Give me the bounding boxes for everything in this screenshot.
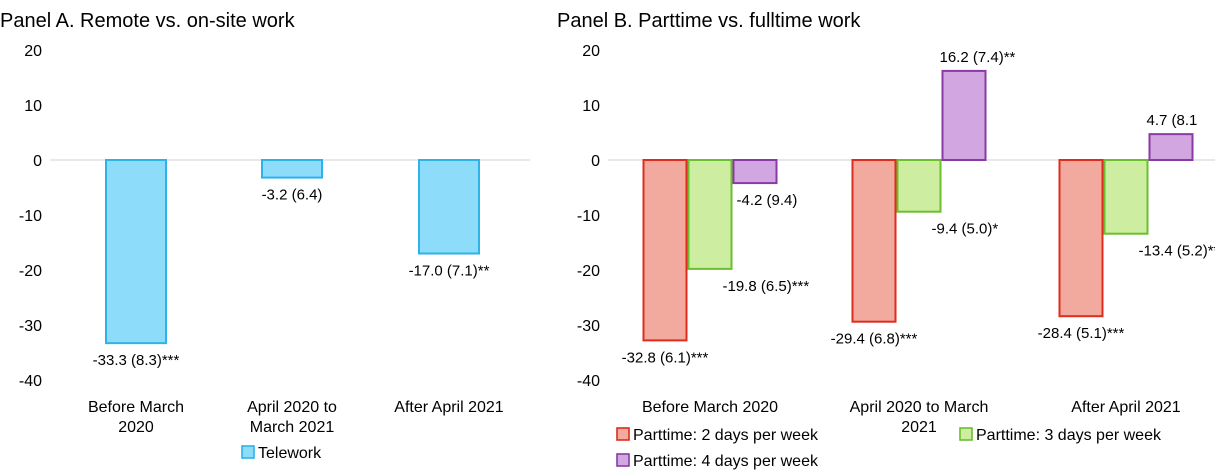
- y-tick-label: 10: [582, 98, 600, 115]
- y-tick-label: -10: [577, 208, 600, 225]
- bar: [261, 159, 323, 179]
- x-category-label: After April 2021: [1071, 399, 1181, 416]
- y-tick-label: 20: [24, 43, 42, 60]
- x-category-label: 2021: [901, 419, 937, 436]
- y-tick-label: 20: [582, 43, 600, 60]
- legend-label: Parttime: 2 days per week: [633, 427, 819, 444]
- bar: [941, 69, 987, 161]
- chart-title: Panel B. Parttime vs. fulltime work: [557, 10, 861, 32]
- data-label: -19.8 (6.5)***: [723, 278, 810, 295]
- bar: [1148, 133, 1194, 161]
- y-tick-label: -10: [19, 208, 42, 225]
- data-label: -13.4 (5.2)**: [1139, 243, 1215, 260]
- x-category-label: April 2020 to March: [850, 399, 989, 416]
- x-category-label: After April 2021: [394, 399, 504, 416]
- data-label: -32.8 (6.1)***: [622, 349, 709, 366]
- legend-swatch: [616, 453, 630, 467]
- x-category-label: Before March 2020: [642, 399, 778, 416]
- legend-label: Parttime: 3 days per week: [976, 427, 1162, 444]
- y-tick-label: 0: [591, 153, 600, 170]
- bar: [105, 159, 167, 345]
- legend-label: Parttime: 4 days per week: [633, 453, 819, 470]
- data-label: -17.0 (7.1)**: [409, 263, 490, 280]
- bar: [851, 159, 897, 323]
- bar: [687, 159, 733, 270]
- x-category-label: Before March: [88, 399, 184, 416]
- bar: [642, 159, 688, 342]
- data-label: -4.2 (9.4): [737, 192, 798, 209]
- data-label: -33.3 (8.3)***: [93, 352, 180, 369]
- chart-title: Panel A. Remote vs. on-site work: [0, 10, 296, 32]
- y-tick-label: 0: [33, 153, 42, 170]
- bar: [1103, 159, 1149, 235]
- x-category-label: April 2020 to: [247, 399, 337, 416]
- y-tick-label: -40: [577, 373, 600, 390]
- legend-label: Telework: [258, 445, 322, 462]
- y-tick-label: -40: [19, 373, 42, 390]
- legend-swatch: [616, 427, 630, 441]
- bar: [732, 159, 778, 185]
- data-label: -9.4 (5.0)*: [932, 221, 999, 238]
- y-tick-label: -30: [577, 318, 600, 335]
- bar: [1058, 159, 1104, 318]
- data-label: 4.7 (8.1: [1147, 112, 1198, 129]
- bar: [418, 159, 480, 255]
- bar: [896, 159, 942, 213]
- legend-swatch: [241, 445, 255, 459]
- y-tick-label: 10: [24, 98, 42, 115]
- x-category-label: March 2021: [250, 419, 335, 436]
- legend-swatch: [959, 427, 973, 441]
- y-tick-label: -20: [19, 263, 42, 280]
- x-category-label: 2020: [118, 419, 154, 436]
- y-tick-label: -20: [577, 263, 600, 280]
- data-label: -3.2 (6.4): [262, 187, 323, 204]
- data-label: 16.2 (7.4)**: [940, 49, 1016, 66]
- data-label: -29.4 (6.8)***: [831, 331, 918, 348]
- data-label: -28.4 (5.1)***: [1038, 325, 1125, 342]
- y-tick-label: -30: [19, 318, 42, 335]
